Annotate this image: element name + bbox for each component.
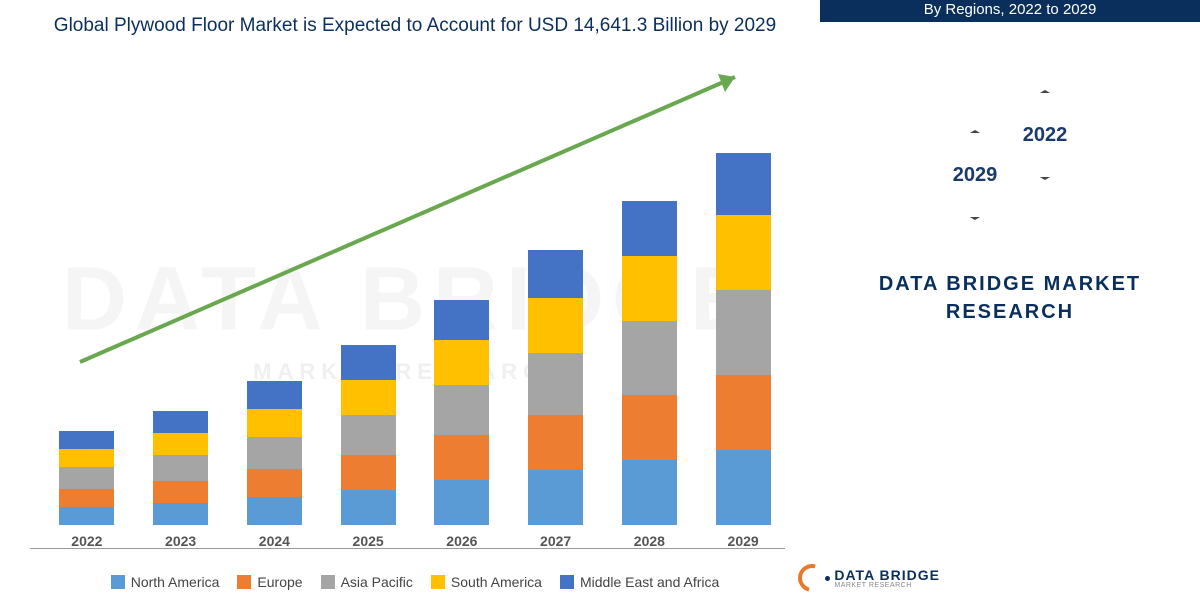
legend-swatch bbox=[560, 575, 574, 589]
chart-area: 2022 2023 2024 2025 2026 2027 2028 2029 bbox=[30, 52, 800, 549]
bar-segment bbox=[622, 321, 677, 395]
main-container: DATA BRIDGE MARKET RESEARCH Global Plywo… bbox=[0, 0, 1200, 600]
stacked-bar bbox=[153, 411, 208, 525]
stacked-bar bbox=[716, 153, 771, 525]
stacked-bar bbox=[59, 431, 114, 525]
bar-segment bbox=[528, 353, 583, 415]
bar-segment bbox=[434, 300, 489, 340]
bar-segment bbox=[59, 431, 114, 449]
stacked-bar bbox=[341, 345, 396, 525]
x-axis-label: 2025 bbox=[353, 533, 384, 549]
bar-column: 2028 bbox=[603, 201, 697, 549]
logo-text: DATA BRIDGE bbox=[834, 568, 940, 582]
bar-segment bbox=[59, 467, 114, 489]
x-axis-label: 2022 bbox=[71, 533, 102, 549]
bar-column: 2025 bbox=[321, 345, 415, 549]
x-axis-label: 2023 bbox=[165, 533, 196, 549]
brand-text: DATA BRIDGE MARKET RESEARCH bbox=[840, 270, 1180, 326]
stacked-bar bbox=[247, 381, 302, 525]
bar-segment bbox=[716, 290, 771, 375]
bar-segment bbox=[247, 469, 302, 497]
bar-segment bbox=[153, 503, 208, 525]
bar-segment bbox=[341, 455, 396, 490]
chart-title: Global Plywood Floor Market is Expected … bbox=[30, 15, 800, 37]
hexagon-graphic: 2029 2022 bbox=[920, 90, 1100, 240]
legend-swatch bbox=[321, 575, 335, 589]
bar-segment bbox=[153, 481, 208, 503]
bar-segment bbox=[622, 256, 677, 321]
right-panel-title: By Regions, 2022 to 2029 bbox=[820, 0, 1200, 22]
legend-item: South America bbox=[431, 574, 542, 590]
legend-swatch bbox=[111, 575, 125, 589]
bar-segment bbox=[59, 507, 114, 525]
bar-column: 2029 bbox=[696, 153, 790, 549]
legend-label: North America bbox=[131, 574, 220, 590]
bar-segment bbox=[716, 375, 771, 450]
bar-segment bbox=[528, 250, 583, 298]
bar-segment bbox=[341, 415, 396, 455]
bar-segment bbox=[153, 433, 208, 455]
legend-item: Middle East and Africa bbox=[560, 574, 719, 590]
bar-column: 2023 bbox=[134, 411, 228, 549]
bar-column: 2022 bbox=[40, 431, 134, 549]
stacked-bar bbox=[622, 201, 677, 525]
bar-segment bbox=[716, 153, 771, 215]
bar-segment bbox=[716, 215, 771, 290]
bar-segment bbox=[528, 470, 583, 525]
logo-icon bbox=[798, 564, 826, 592]
x-axis-label: 2029 bbox=[728, 533, 759, 549]
legend: North America Europe Asia Pacific South Ame… bbox=[30, 574, 800, 590]
bar-segment bbox=[434, 340, 489, 385]
legend-label: South America bbox=[451, 574, 542, 590]
legend-label: Europe bbox=[257, 574, 302, 590]
bar-segment bbox=[434, 480, 489, 525]
legend-label: Middle East and Africa bbox=[580, 574, 719, 590]
bar-segment bbox=[341, 345, 396, 380]
chart-panel: DATA BRIDGE MARKET RESEARCH Global Plywo… bbox=[0, 0, 820, 600]
bar-segment bbox=[341, 380, 396, 415]
legend-item: North America bbox=[111, 574, 220, 590]
bar-segment bbox=[247, 409, 302, 437]
bar-segment bbox=[247, 497, 302, 525]
bar-segment bbox=[622, 201, 677, 256]
bar-segment bbox=[434, 385, 489, 435]
bar-segment bbox=[59, 449, 114, 467]
bar-segment bbox=[247, 381, 302, 409]
bar-segment bbox=[341, 490, 396, 525]
bar-segment bbox=[434, 435, 489, 480]
footer-logo: DATA BRIDGE MARKET RESEARCH bbox=[798, 564, 940, 592]
legend-swatch bbox=[237, 575, 251, 589]
stacked-bar bbox=[434, 300, 489, 525]
bar-column: 2024 bbox=[228, 381, 322, 549]
legend-label: Asia Pacific bbox=[341, 574, 413, 590]
x-axis-label: 2026 bbox=[446, 533, 477, 549]
bars-container: 2022 2023 2024 2025 2026 2027 2028 2029 bbox=[30, 62, 800, 549]
x-axis-label: 2028 bbox=[634, 533, 665, 549]
bar-segment bbox=[59, 489, 114, 507]
right-panel: By Regions, 2022 to 2029 2029 2022 DATA … bbox=[820, 0, 1200, 600]
chart-wrap: 2022 2023 2024 2025 2026 2027 2028 2029 North A… bbox=[30, 52, 800, 590]
legend-item: Europe bbox=[237, 574, 302, 590]
x-axis-label: 2027 bbox=[540, 533, 571, 549]
bar-segment bbox=[528, 298, 583, 353]
legend-swatch bbox=[431, 575, 445, 589]
bar-segment bbox=[153, 411, 208, 433]
bar-segment bbox=[622, 395, 677, 460]
bar-segment bbox=[716, 450, 771, 525]
bar-segment bbox=[247, 437, 302, 469]
x-axis-label: 2024 bbox=[259, 533, 290, 549]
bar-segment bbox=[528, 415, 583, 470]
bar-segment bbox=[153, 455, 208, 481]
bar-column: 2027 bbox=[509, 250, 603, 549]
logo-text-wrap: DATA BRIDGE MARKET RESEARCH bbox=[834, 568, 940, 589]
legend-item: Asia Pacific bbox=[321, 574, 413, 590]
bar-segment bbox=[622, 460, 677, 525]
logo-subtext: MARKET RESEARCH bbox=[834, 582, 940, 589]
stacked-bar bbox=[528, 250, 583, 525]
bar-column: 2026 bbox=[415, 300, 509, 549]
